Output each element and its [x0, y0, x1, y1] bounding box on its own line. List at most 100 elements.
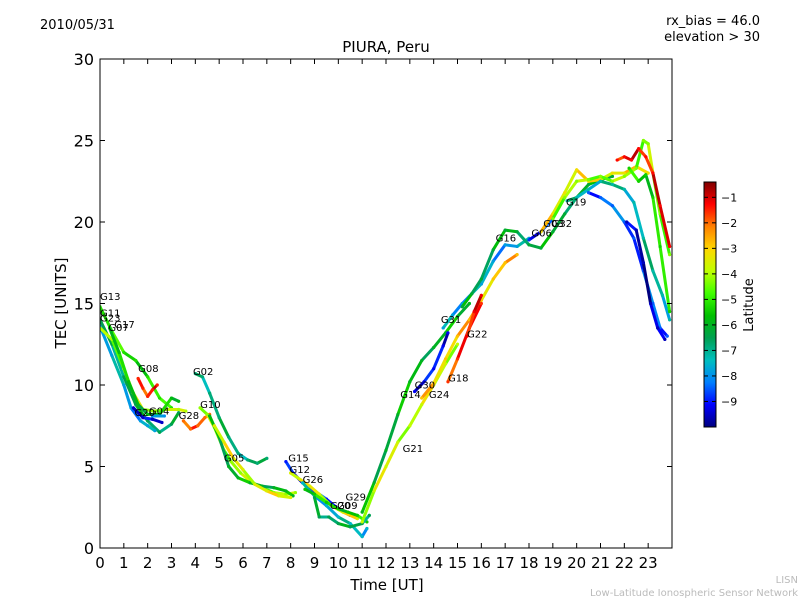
series-segment [539, 230, 555, 250]
data-point [160, 420, 164, 425]
data-point [565, 199, 569, 203]
series-G08 [136, 376, 159, 399]
x-tick-label: 19 [543, 554, 562, 572]
data-point [177, 399, 181, 403]
data-point [239, 471, 243, 475]
data-point [641, 138, 646, 143]
x-tick-label: 13 [400, 554, 419, 572]
colorbar-tick-label: −5 [721, 293, 737, 306]
data-point [634, 228, 638, 232]
series-segment [420, 381, 436, 400]
series-segment [456, 302, 471, 319]
data-point [455, 334, 460, 338]
satellite-label: G19 [566, 198, 586, 209]
data-point [372, 489, 376, 493]
x-tick-label: 12 [376, 554, 395, 572]
series-segment [136, 403, 150, 416]
data-point [384, 464, 388, 469]
series-G25 [212, 424, 293, 500]
x-tick-label: 4 [191, 554, 201, 572]
series-segment [127, 380, 140, 407]
series-segment [632, 236, 645, 273]
series-segment [408, 359, 424, 384]
data-point [646, 142, 650, 146]
data-point [610, 179, 615, 183]
credit-short: LISN [775, 575, 798, 586]
satellite-label: G03 [543, 219, 563, 230]
data-point [432, 367, 436, 371]
data-point [212, 424, 216, 428]
series-segment [336, 507, 350, 514]
data-point [563, 195, 567, 200]
series-segment [470, 277, 483, 296]
data-point [277, 494, 281, 498]
data-point [198, 406, 202, 410]
series-G17 [107, 326, 181, 416]
series-segment [599, 174, 614, 183]
data-point [136, 402, 140, 407]
y-tick-label: 15 [74, 295, 94, 314]
data-point [177, 407, 181, 412]
satellite-label: G17 [114, 320, 134, 331]
credit-long: Low-Latitude Ionospheric Sensor Network [590, 588, 798, 599]
series-segment [649, 302, 660, 330]
series-segment [515, 236, 531, 248]
data-point [408, 380, 412, 384]
colorbar-ticks: −1 −2 −3 −4 −5 −6 −7 −8 −9 [704, 191, 737, 408]
series-segment [563, 179, 579, 200]
series-segment [241, 468, 257, 486]
series-segment [503, 243, 519, 248]
series-segment [658, 212, 672, 257]
data-point [284, 460, 288, 464]
data-point [336, 521, 340, 526]
series-segment [551, 191, 567, 216]
info-block: rx_bias = 46.0 elevation > 30 [664, 14, 760, 46]
data-point [153, 409, 157, 413]
series-segment [384, 440, 400, 468]
data-point [146, 412, 150, 416]
series-segment [641, 236, 655, 273]
data-point [575, 195, 579, 200]
series-segment [460, 292, 474, 309]
data-point [503, 228, 507, 232]
data-point [253, 482, 257, 487]
series-segment [587, 178, 602, 183]
satellite-label: G11 [100, 309, 120, 320]
data-point [203, 416, 207, 420]
series-segment [313, 494, 328, 508]
data-point [598, 195, 603, 200]
series-segment [622, 220, 636, 240]
colorbar-tick-label: −3 [721, 242, 737, 255]
data-point [598, 174, 603, 178]
series-segment [587, 179, 602, 191]
data-point [625, 220, 629, 224]
data-point [141, 416, 145, 420]
series-segment [479, 259, 495, 286]
series-segment [265, 489, 281, 498]
colorbar-tick-label: −2 [721, 217, 737, 230]
series-segment [208, 391, 221, 420]
data-point [515, 244, 519, 249]
series-layer [100, 138, 672, 539]
data-point [491, 259, 495, 263]
data-point [656, 326, 660, 330]
data-point [336, 507, 340, 511]
data-point [479, 293, 483, 297]
series-segment [637, 147, 648, 159]
x-tick-label: 3 [167, 554, 177, 572]
y-tick-label: 5 [84, 458, 94, 477]
series-segment [372, 465, 388, 493]
data-point [336, 515, 340, 519]
series-segment [644, 173, 655, 200]
data-point [575, 168, 579, 172]
series-segment [110, 354, 126, 387]
series-segment [324, 504, 340, 519]
colorbar-bar [703, 181, 717, 428]
series-G01 [615, 147, 672, 249]
x-tick-label: 22 [615, 554, 634, 572]
data-point [646, 171, 650, 175]
x-tick-label: 14 [424, 554, 443, 572]
series-segment [575, 187, 591, 200]
data-point [663, 337, 667, 341]
data-point [360, 510, 364, 514]
